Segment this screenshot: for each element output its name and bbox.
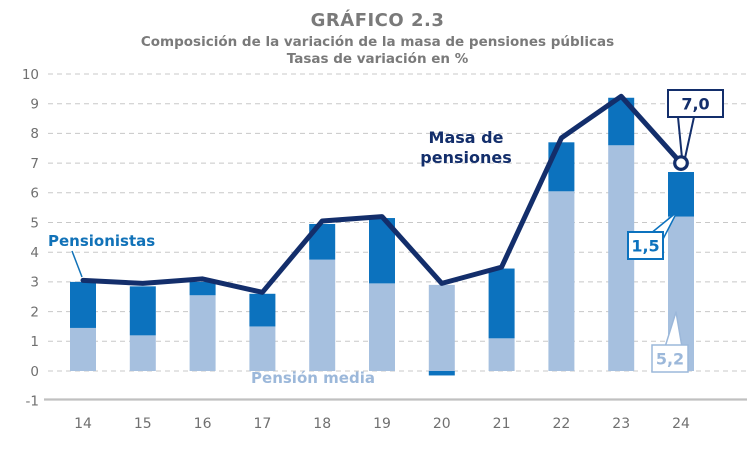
y-axis-tick-label-2: 2 [30,304,39,320]
y-axis-tick-label-3: 3 [30,275,39,291]
gridlines [44,73,747,401]
y-axis-tick-label-1: 1 [30,334,39,350]
chart-header: GRÁFICO 2.3 Composición de la variación … [0,10,755,68]
bar-pension-media-16 [189,295,216,371]
bar-pension-media-22 [548,191,575,371]
bar-pension-media-14 [70,327,96,371]
series-label-masa-line2: pensiones [420,148,511,167]
x-axis-tick-label-17: 17 [253,416,271,432]
masa-line-end-marker [673,155,689,172]
annotations: Pensionistas Pensión media Masa depensione… [48,89,724,387]
series-label-pensionistas: Pensionistas [48,232,155,250]
chart-title: GRÁFICO 2.3 [310,10,445,31]
bar-pensionistas-24 [668,172,694,217]
bar-pensionistas-21 [488,268,515,339]
pensionistas-leader-line [71,250,83,278]
x-axis-tick-label-23: 23 [612,416,630,432]
bar-pension-media-17 [249,326,276,371]
callout-5-2-value: 5,2 [656,350,684,369]
series-label-pension-media: Pensión media [251,369,375,387]
x-axis-tick-label-14: 14 [74,416,92,432]
y-axis-tick-label-9: 9 [30,97,39,113]
chart-subtitle: Composición de la variación de la masa d… [140,34,615,50]
series-label-masa-line1: Masa de [429,128,504,147]
x-axis-tick-label-16: 16 [194,416,212,432]
bars [70,97,694,376]
y-axis-tick-label--1: -1 [26,394,39,410]
y-axis-tick-label-10: 10 [22,67,39,83]
y-axis-tick-label-4: 4 [30,245,39,261]
bar-pension-media-21 [488,338,515,371]
callout-7-0-pointer-right [684,116,695,159]
bar-pensionistas-20 [428,371,455,376]
bar-pension-media-20 [428,284,455,371]
y-axis-tick-label-7: 7 [30,156,39,172]
callout-1-5-value: 1,5 [631,237,659,256]
x-axis-tick-label-20: 20 [433,416,451,432]
callout-7-0-box [667,89,724,118]
bar-pensionistas-17 [249,293,276,327]
bar-pensionistas-22 [548,142,575,192]
x-axis-tick-label-24: 24 [672,416,690,432]
y-axis-tick-label-5: 5 [30,215,39,231]
x-axis-tick-label-22: 22 [552,416,570,432]
y-axis-tick-label-8: 8 [30,126,39,142]
x-axis-tick-label-15: 15 [134,416,152,432]
masa-de-pensiones-line [80,93,684,295]
x-axis-tick-label-21: 21 [493,416,511,432]
bar-pension-media-15 [129,335,156,371]
masa-line-group [80,93,684,295]
callout-1-5-box [627,231,664,260]
bar-pensionistas-16 [189,281,216,296]
bar-pension-media-18 [309,259,336,371]
y-axis-tick-label-6: 6 [30,186,39,202]
callout-5-2-box [651,344,689,373]
callout-7-0-value: 7,0 [681,95,709,114]
bar-pensionistas-14 [70,281,96,328]
x-axis-tick-label-18: 18 [313,416,331,432]
callout-7-0-pointer-left [677,116,683,159]
bar-pensionistas-15 [129,286,156,336]
x-axis-labels: 14 15 16 17 18 19 20 21 22 23 24 [74,416,690,432]
y-axis-labels: -1 0 1 2 3 4 5 6 7 8 9 10 [22,67,39,410]
bar-pension-media-19 [369,283,395,371]
x-axis-tick-label-19: 19 [373,416,391,432]
y-axis-tick-label-0: 0 [30,364,39,380]
chart-units-label: Tasas de variación en % [286,51,469,67]
